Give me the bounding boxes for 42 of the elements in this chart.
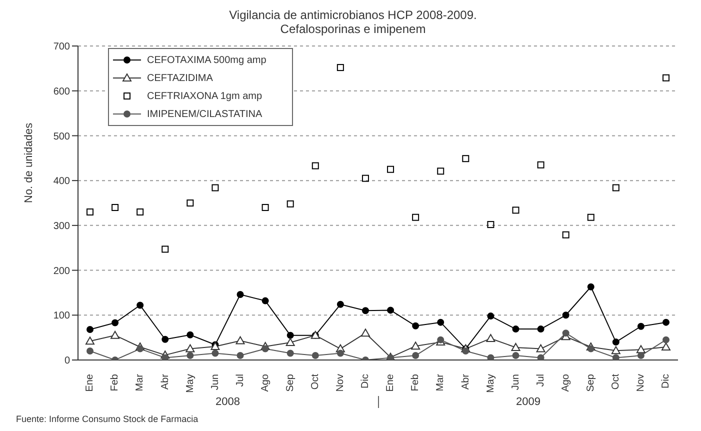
x-tick-label: Mar — [435, 373, 446, 392]
x-tick-label: Oct — [310, 374, 322, 390]
y-axis-title: No. de unidades — [22, 122, 35, 203]
x-tick-label: Sep — [284, 374, 296, 392]
x-tick-label: Ene — [84, 374, 96, 392]
x-tick-label: Ago — [560, 374, 572, 392]
legend-label: CEFTRIAXONA 1gm amp — [147, 90, 262, 102]
x-tick-label: Jun — [210, 374, 221, 390]
chart-subtitle: Cefalosporinas e imipenem — [279, 22, 427, 36]
legend-label: CEFOTAXIMA 500mg amp — [147, 54, 266, 66]
x-tick-label: May — [485, 374, 496, 393]
y-tick-label: 600 — [53, 86, 70, 98]
x-tick-label: Jul — [234, 374, 246, 387]
x-tick-label: May — [184, 374, 196, 393]
y-tick-label: 700 — [53, 42, 70, 53]
x-tick-label: Abr — [160, 373, 171, 390]
x-tick-label: Dic — [660, 374, 672, 388]
y-tick-label: 300 — [53, 220, 70, 232]
x-tick-label: Jun — [510, 374, 522, 390]
chart-title: Vigilancia de antimicrobianos HCP 2008-2009. — [228, 8, 478, 22]
x-tick-label: Dic — [360, 374, 372, 388]
x-tick-label: Mar — [134, 373, 146, 392]
y-tick-label: 500 — [53, 131, 70, 142]
legend-label: CEFTAZIDIMA — [147, 72, 213, 84]
x-tick-label: Nov — [335, 374, 346, 392]
y-tick-label: 400 — [53, 176, 70, 188]
legend-label: IMIPENEM/CILASTATINA — [147, 108, 262, 120]
x-tick-label: Ago — [260, 374, 271, 392]
x-tick-label: Jul — [535, 374, 546, 387]
x-tick-label: Feb — [410, 374, 422, 392]
x-tick-label: Sep — [586, 374, 597, 392]
x-tick-label: Nov — [636, 374, 647, 392]
text: 2008 — [78, 396, 378, 408]
x-tick-label: Ene — [385, 374, 396, 392]
x-tick-label: Abr — [460, 373, 472, 390]
text: 2009 — [515, 396, 542, 408]
y-tick-label: 0 — [64, 356, 70, 367]
x-tick-label: Feb — [110, 374, 121, 392]
x-tick-label: Oct — [610, 374, 622, 390]
y-tick-label: 100 — [53, 310, 70, 322]
y-tick-label: 200 — [53, 266, 70, 277]
source-note: Fuente: Informe Consumo Stock de Farmacia — [16, 414, 200, 424]
